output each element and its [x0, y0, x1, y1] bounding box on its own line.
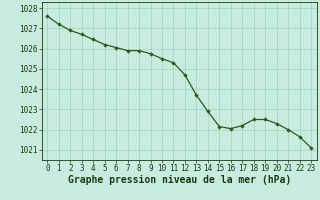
X-axis label: Graphe pression niveau de la mer (hPa): Graphe pression niveau de la mer (hPa) — [68, 175, 291, 185]
